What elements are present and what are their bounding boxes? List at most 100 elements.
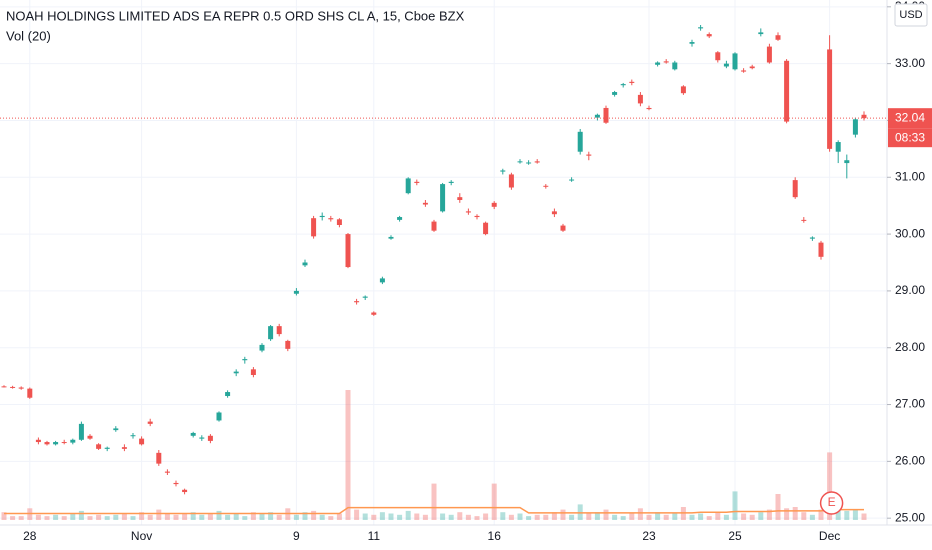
y-tick-label: 27.00 <box>895 397 925 411</box>
candle-body <box>268 326 274 340</box>
volume-bar <box>784 508 790 520</box>
candle-body <box>861 114 867 119</box>
candle-body <box>448 181 454 183</box>
volume-bar <box>293 514 299 520</box>
volume-bar <box>276 514 282 520</box>
candle-body <box>354 301 360 303</box>
volume-bar <box>164 513 170 520</box>
candle-body <box>612 92 618 95</box>
candle-body <box>336 219 342 225</box>
earnings-label: E <box>828 495 836 509</box>
candle-body <box>534 161 540 163</box>
candle-body <box>302 262 308 266</box>
candle-body <box>104 447 110 449</box>
candle-body <box>259 344 265 351</box>
currency-box[interactable] <box>894 3 928 27</box>
candle-body <box>53 442 59 445</box>
volume-bar <box>53 514 59 520</box>
candle-body <box>371 312 377 315</box>
volume-bar <box>723 514 729 520</box>
volume-bar <box>44 516 50 520</box>
volume-bar <box>199 514 205 520</box>
volume-bar <box>474 516 480 520</box>
candle-body <box>749 66 755 69</box>
volume-bar <box>379 512 385 520</box>
candle-body <box>147 421 153 424</box>
x-tick-label: 28 <box>23 529 37 543</box>
volume-bar <box>551 512 557 520</box>
volume-bar <box>414 513 420 520</box>
candle-body <box>96 444 102 449</box>
volume-bar <box>526 516 532 520</box>
candle-body <box>646 107 652 110</box>
last-price-label: 32.04 <box>895 110 925 124</box>
volume-bar <box>311 510 317 520</box>
volume-bar <box>268 512 274 520</box>
volume-bar <box>207 513 213 520</box>
candle-body <box>586 154 592 156</box>
volume-bar <box>422 514 428 520</box>
candle-body <box>517 161 523 163</box>
candle-body <box>809 237 815 239</box>
volume-bar <box>741 513 747 520</box>
volume-bar <box>61 516 67 520</box>
candle-body <box>10 386 16 388</box>
volume-bar <box>801 512 807 520</box>
candle-body <box>233 371 239 374</box>
volume-bar <box>405 510 411 520</box>
candle-body <box>637 94 643 104</box>
volume-bar <box>491 483 497 520</box>
volume-bar <box>147 514 153 520</box>
candle-body <box>182 489 188 493</box>
volume-bar <box>508 514 514 520</box>
candle-body <box>457 197 463 200</box>
volume-bar <box>594 512 600 520</box>
volume-bar <box>629 513 635 520</box>
candle-body <box>216 412 222 421</box>
volume-bar <box>517 513 523 520</box>
volume-bar <box>371 514 377 520</box>
volume-bar <box>792 507 798 520</box>
volume-bar <box>732 491 738 520</box>
candle-body <box>801 219 807 221</box>
volume-bar <box>465 514 471 520</box>
volume-bar <box>637 508 643 520</box>
currency-label[interactable]: USD <box>899 9 922 21</box>
volume-bar <box>663 514 669 520</box>
candle-body <box>526 162 532 164</box>
volume-bar <box>620 516 626 520</box>
candle-body <box>431 221 437 231</box>
volume-bar <box>689 514 695 520</box>
volume-bar <box>749 514 755 520</box>
candle-body <box>827 49 833 149</box>
volume-bar <box>698 513 704 520</box>
candle-body <box>44 442 50 445</box>
candle-body <box>121 447 127 449</box>
volume-legend: Vol (20) <box>6 28 51 43</box>
volume-bar <box>827 452 833 520</box>
candle-body <box>844 160 850 164</box>
candle-body <box>775 35 781 40</box>
volume-bar <box>156 509 162 520</box>
candle-body <box>276 326 282 335</box>
volume-bar <box>586 513 592 520</box>
y-tick-label: 25.00 <box>895 510 925 524</box>
volume-bar <box>104 516 110 520</box>
candle-body <box>422 202 428 205</box>
volume-bar <box>852 509 858 520</box>
candle-body <box>61 442 67 444</box>
candle-body <box>388 236 394 239</box>
candle-body <box>345 234 351 268</box>
candle-body <box>440 184 446 212</box>
volume-bar <box>706 516 712 520</box>
candle-body <box>242 359 248 361</box>
volume-bar <box>646 514 652 520</box>
candle-body <box>293 290 299 294</box>
candle-body <box>715 52 721 61</box>
volume-bar <box>70 513 76 520</box>
candles <box>0 25 887 495</box>
candle-body <box>663 61 669 63</box>
